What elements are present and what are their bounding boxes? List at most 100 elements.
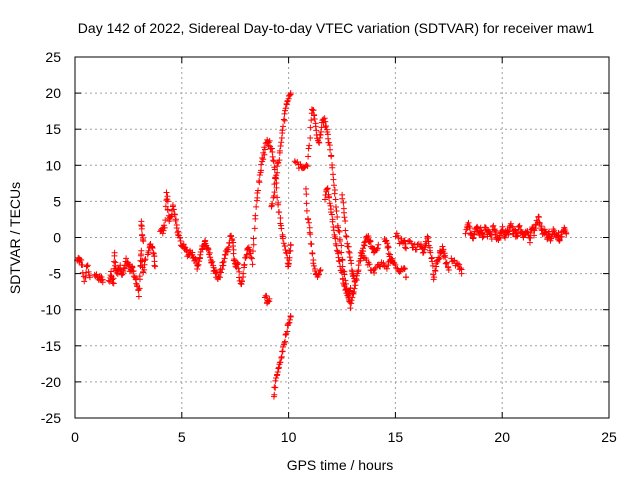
data-point [270, 158, 277, 165]
data-point [250, 235, 257, 242]
data-point [219, 259, 226, 266]
data-point [465, 219, 472, 226]
data-point [445, 266, 452, 273]
data-point [458, 270, 465, 277]
data-point [329, 164, 336, 171]
data-point [260, 156, 267, 163]
data-point [164, 206, 171, 213]
data-point [277, 359, 284, 366]
y-tick-label-10: 25 [45, 49, 61, 65]
data-point [330, 223, 337, 230]
data-point [527, 235, 534, 242]
data-point [196, 258, 203, 265]
data-point [527, 229, 534, 236]
data-point [177, 234, 184, 241]
data-point [152, 263, 159, 270]
data-point [271, 189, 278, 196]
data-point [135, 293, 142, 300]
data-point [281, 110, 288, 117]
data-point [424, 233, 431, 240]
data-point [312, 123, 319, 130]
data-point [345, 293, 352, 300]
data-point [443, 259, 450, 266]
data-point [435, 256, 442, 263]
data-point [277, 214, 284, 221]
data-point [403, 245, 410, 252]
axis-ticks: 0 5 10 15 20 25 -25 -20 -15 -10 -5 0 5 10 15 20 25 [41, 49, 617, 445]
data-point [509, 223, 516, 230]
data-point [310, 262, 317, 269]
data-point [308, 117, 315, 124]
data-point [286, 254, 293, 261]
data-point [280, 240, 287, 247]
data-point [346, 254, 353, 261]
data-point [396, 268, 403, 275]
data-point [195, 261, 202, 268]
y-tick-label-0: -25 [41, 410, 61, 426]
data-point [281, 242, 288, 249]
data-point [516, 222, 523, 229]
data-point [278, 135, 285, 142]
data-point [280, 123, 287, 130]
data-point [427, 249, 434, 256]
data-point [315, 271, 322, 278]
data-point [350, 288, 357, 295]
y-tick-label-8: 15 [45, 121, 61, 137]
data-point [276, 157, 283, 164]
data-point [310, 107, 317, 114]
data-point [110, 275, 117, 282]
data-point [282, 105, 289, 112]
data-point [172, 216, 179, 223]
data-point [347, 305, 354, 312]
data-point [351, 285, 358, 292]
data-point [366, 261, 373, 268]
data-point [138, 258, 145, 265]
data-point [343, 233, 350, 240]
data-point [272, 384, 279, 391]
y-tick-label-4: -5 [49, 266, 62, 282]
data-point [278, 139, 285, 146]
data-point [194, 262, 201, 269]
data-point [261, 151, 268, 158]
data-point [217, 274, 224, 281]
data-point [278, 353, 285, 360]
data-point [109, 279, 116, 286]
data-point [401, 265, 408, 272]
data-point [505, 228, 512, 235]
data-point [98, 273, 105, 280]
data-point [324, 185, 331, 192]
data-point [99, 279, 106, 286]
data-point [281, 117, 288, 124]
data-point [273, 184, 280, 191]
data-point [266, 295, 273, 302]
data-point [336, 258, 343, 265]
data-point [141, 266, 148, 273]
data-point [515, 223, 522, 230]
data-point [255, 187, 262, 194]
data-point [160, 227, 167, 234]
data-point [502, 234, 509, 241]
data-point [138, 251, 145, 258]
data-point [282, 246, 289, 253]
data-point [328, 152, 335, 159]
data-point [413, 246, 420, 253]
data-point [385, 244, 392, 251]
data-point [271, 391, 278, 398]
data-point [234, 261, 241, 268]
data-point [224, 248, 231, 255]
data-point [420, 249, 427, 256]
data-point [497, 230, 504, 237]
data-point [365, 232, 372, 239]
data-point [440, 253, 447, 260]
data-point [287, 313, 294, 320]
data-point [162, 203, 169, 210]
data-point [111, 252, 118, 259]
data-point [333, 247, 340, 254]
data-point [151, 262, 158, 269]
data-point [207, 254, 214, 261]
data-point [238, 277, 245, 284]
data-point [282, 338, 289, 345]
data-point [334, 214, 341, 221]
data-point [383, 265, 390, 272]
